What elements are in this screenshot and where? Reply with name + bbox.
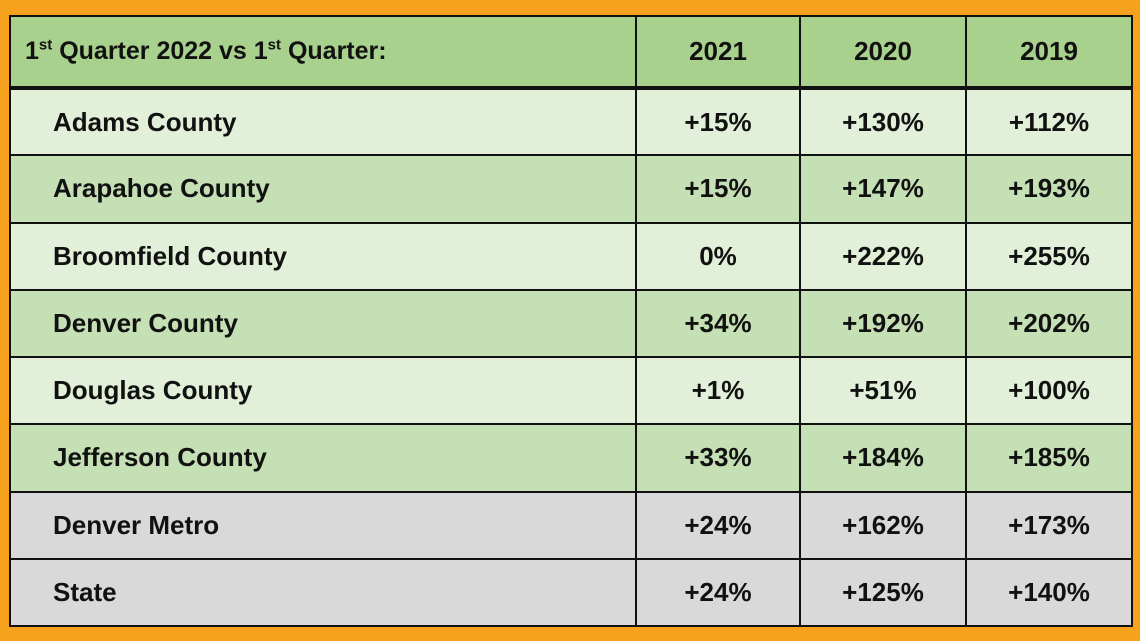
table-row: Douglas County +1% +51% +100% [9, 355, 1133, 426]
row-name: Douglas County [9, 355, 637, 426]
cell-2021: +15% [635, 86, 801, 157]
comparison-table: 1st Quarter 2022 vs 1st Quarter: 2021 20… [9, 15, 1133, 628]
cell-2019: +173% [965, 490, 1133, 560]
cell-2019: +100% [965, 355, 1133, 426]
header-row: 1st Quarter 2022 vs 1st Quarter: 2021 20… [9, 15, 1133, 90]
row-name: Arapahoe County [9, 154, 637, 224]
cell-2020: +184% [799, 423, 967, 493]
cell-2019: +193% [965, 154, 1133, 224]
cell-2021: +34% [635, 288, 801, 359]
table-row: State +24% +125% +140% [9, 557, 1133, 628]
header-label: 1st Quarter 2022 vs 1st Quarter: [9, 15, 637, 90]
cell-2020: +222% [799, 221, 967, 291]
cell-2021: +24% [635, 490, 801, 560]
cell-2019: +202% [965, 288, 1133, 359]
cell-2020: +192% [799, 288, 967, 359]
table-row: Adams County +15% +130% +112% [9, 86, 1133, 157]
cell-2021: 0% [635, 221, 801, 291]
header-year-2021: 2021 [635, 15, 801, 90]
cell-2020: +51% [799, 355, 967, 426]
cell-2019: +112% [965, 86, 1133, 157]
table-row: Jefferson County +33% +184% +185% [9, 423, 1133, 493]
row-name: Denver County [9, 288, 637, 359]
header-year-2019: 2019 [965, 15, 1133, 90]
header-year-2020: 2020 [799, 15, 967, 90]
row-name: Broomfield County [9, 221, 637, 291]
cell-2020: +130% [799, 86, 967, 157]
table-row: Arapahoe County +15% +147% +193% [9, 154, 1133, 224]
cell-2019: +140% [965, 557, 1133, 628]
cell-2021: +33% [635, 423, 801, 493]
cell-2020: +147% [799, 154, 967, 224]
cell-2021: +24% [635, 557, 801, 628]
cell-2020: +125% [799, 557, 967, 628]
row-name: State [9, 557, 637, 628]
cell-2021: +15% [635, 154, 801, 224]
table-row: Denver Metro +24% +162% +173% [9, 490, 1133, 560]
row-name: Jefferson County [9, 423, 637, 493]
table-row: Denver County +34% +192% +202% [9, 288, 1133, 359]
row-name: Adams County [9, 86, 637, 157]
row-name: Denver Metro [9, 490, 637, 560]
cell-2020: +162% [799, 490, 967, 560]
cell-2021: +1% [635, 355, 801, 426]
cell-2019: +185% [965, 423, 1133, 493]
cell-2019: +255% [965, 221, 1133, 291]
table-row: Broomfield County 0% +222% +255% [9, 221, 1133, 291]
comparison-table-grid: 1st Quarter 2022 vs 1st Quarter: 2021 20… [9, 15, 1133, 628]
